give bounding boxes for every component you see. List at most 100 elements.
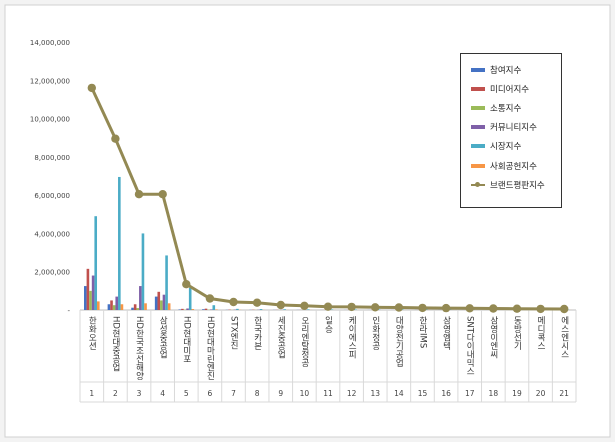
line-point — [512, 304, 522, 313]
line-point — [87, 83, 97, 93]
rank-label: 11 — [323, 389, 333, 398]
bar-소통지수 — [112, 305, 116, 310]
bar-커뮤니티지수 — [139, 286, 142, 310]
rank-label: 13 — [370, 389, 380, 398]
x-category-label: 삼성중공업 — [158, 315, 168, 358]
bar-시장지수 — [212, 305, 216, 310]
legend-label: 참여지수 — [490, 65, 522, 76]
bar-시장지수 — [118, 176, 121, 310]
line-point — [111, 134, 120, 143]
bar-미디어지수 — [133, 304, 137, 310]
line-point — [229, 297, 238, 307]
bar-시장지수 — [377, 309, 381, 310]
bar-미디어지수 — [181, 308, 184, 310]
bar-참여지수 — [107, 304, 111, 310]
x-category-label: STX엔진 — [229, 316, 239, 349]
category-grid — [79, 310, 577, 403]
bar-참여지수 — [202, 309, 205, 310]
legend-swatch — [471, 86, 485, 91]
y-tick-label: 12,000,000 — [30, 77, 70, 85]
line-point — [465, 304, 474, 313]
line-point — [252, 298, 262, 307]
bar-시장지수 — [141, 233, 145, 310]
bar-시장지수 — [330, 309, 334, 310]
legend-swatch — [471, 125, 485, 130]
rank-label: 2 — [113, 389, 118, 398]
legend-label: 커뮤니티지수 — [490, 123, 537, 134]
line-point — [300, 301, 309, 310]
x-category-label: 인화정공 — [370, 315, 380, 350]
bar-시장지수 — [354, 309, 357, 310]
rank-label: 18 — [489, 389, 499, 398]
line-point — [536, 304, 545, 314]
bar-미디어지수 — [157, 291, 161, 310]
line-point — [182, 280, 191, 289]
line-point — [441, 303, 451, 313]
y-axis: - 2,000,000 4,000,000 6,000,000 8,000,000 10,… — [30, 39, 71, 315]
line-point — [560, 304, 569, 314]
y-tick-label: 8,000,000 — [34, 154, 70, 162]
rank-label: 4 — [160, 389, 165, 398]
bar-시장지수 — [94, 216, 98, 310]
bar-미디어지수 — [86, 268, 90, 310]
line-point — [276, 300, 285, 310]
legend-item: 참여지수 — [471, 60, 557, 79]
x-category-label: 에스엔시스 — [559, 316, 569, 359]
line-point — [371, 303, 380, 312]
bar-커뮤니티지수 — [115, 296, 119, 310]
legend-item: 시장지수 — [471, 137, 557, 156]
line-point — [323, 302, 333, 311]
legend-item: 커뮤니티지수 — [471, 118, 557, 137]
legend-label: 브랜드평판지수 — [490, 180, 545, 191]
line-point — [418, 303, 427, 313]
rank-label: 14 — [394, 389, 404, 398]
line-point — [394, 303, 404, 312]
rank-label: 20 — [536, 389, 546, 398]
rank-label: 19 — [512, 389, 522, 398]
line-point — [158, 190, 167, 199]
bar-시장지수 — [236, 308, 239, 310]
legend-item: 소통지수 — [471, 98, 557, 117]
rank-label: 17 — [465, 389, 475, 398]
bar-series — [84, 176, 572, 310]
bar-커뮤니티지수 — [209, 309, 213, 310]
legend: 참여지수 미디어지수 소통지수 커뮤니티지수 시장지수 사회공헌지수 브랜드평판지수 — [460, 53, 562, 208]
bar-소통지수 — [89, 290, 92, 310]
bar-사회공헌지수 — [167, 303, 171, 310]
rank-label: 3 — [137, 389, 142, 398]
bar-미디어지수 — [204, 308, 208, 310]
bar-시장지수 — [259, 309, 263, 310]
bar-사회공헌지수 — [191, 309, 195, 310]
rank-label: 9 — [278, 389, 283, 398]
line-point — [134, 190, 144, 199]
x-category-label: 동방선기 — [512, 316, 522, 351]
bar-참여지수 — [178, 309, 182, 310]
y-tick-label: - — [67, 307, 70, 315]
x-category-label: HD현대중공업 — [110, 316, 120, 371]
x-category-label: 케이에스피 — [347, 316, 357, 359]
x-category-label: 일승 — [323, 316, 333, 333]
x-category-label: 세진중공업 — [276, 316, 286, 359]
x-category-label: 대양전기공업 — [394, 316, 404, 367]
legend-item: 브랜드평판지수 — [471, 175, 557, 194]
rank-label: 12 — [347, 389, 357, 398]
rank-label: 10 — [300, 389, 310, 398]
legend-swatch — [471, 105, 485, 110]
legend-swatch — [471, 181, 485, 187]
bar-사회공헌지수 — [215, 309, 218, 310]
bar-미디어지수 — [110, 300, 113, 310]
x-category-label: 오리엔탈정공 — [299, 316, 309, 367]
y-tick-label: 10,000,000 — [30, 116, 70, 124]
legend-label: 소통지수 — [490, 103, 522, 114]
bar-사회공헌지수 — [97, 301, 100, 310]
y-tick-label: 2,000,000 — [34, 269, 70, 277]
brand-index-line — [87, 83, 569, 314]
x-axis-labels: 한화오션 1 HD현대중공업 2 HD한국조선해양 3 삼성중공업 4 HD현대미포 5 HD현대마… — [87, 315, 569, 398]
rank-label: 1 — [89, 389, 94, 398]
bar-사회공헌지수 — [120, 304, 124, 310]
legend-label: 미디어지수 — [490, 84, 530, 95]
rank-label: 7 — [231, 389, 236, 398]
line-point — [489, 304, 498, 313]
x-category-label: 한라IMS — [417, 316, 427, 348]
